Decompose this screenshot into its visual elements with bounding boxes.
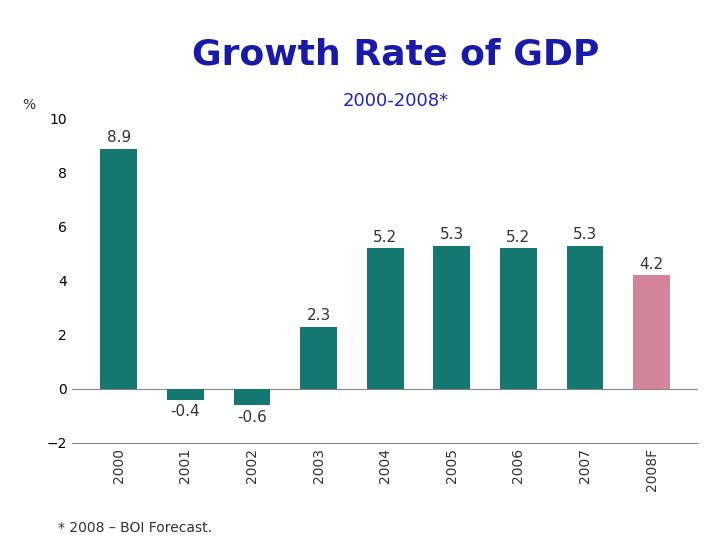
Text: -0.4: -0.4 — [171, 404, 200, 420]
Bar — [300, 327, 337, 389]
Text: 5.3: 5.3 — [573, 227, 597, 242]
Text: 5.2: 5.2 — [506, 230, 531, 245]
Text: %: % — [22, 98, 35, 112]
Bar — [433, 246, 470, 389]
Bar — [367, 248, 403, 389]
Bar — [634, 275, 670, 389]
Text: -0.6: -0.6 — [237, 410, 267, 425]
Text: 2.3: 2.3 — [307, 308, 330, 323]
Text: 5.2: 5.2 — [373, 230, 397, 245]
Text: 4.2: 4.2 — [639, 257, 664, 272]
Bar — [101, 148, 137, 389]
Text: 8.9: 8.9 — [107, 130, 131, 145]
Text: 2000-2008*: 2000-2008* — [343, 92, 449, 110]
Text: * 2008 – BOI Forecast.: * 2008 – BOI Forecast. — [58, 521, 212, 535]
Bar — [234, 389, 270, 405]
Bar — [167, 389, 204, 400]
Text: 5.3: 5.3 — [440, 227, 464, 242]
Bar — [567, 246, 603, 389]
Text: Growth Rate of GDP: Growth Rate of GDP — [192, 38, 600, 72]
Bar — [500, 248, 536, 389]
